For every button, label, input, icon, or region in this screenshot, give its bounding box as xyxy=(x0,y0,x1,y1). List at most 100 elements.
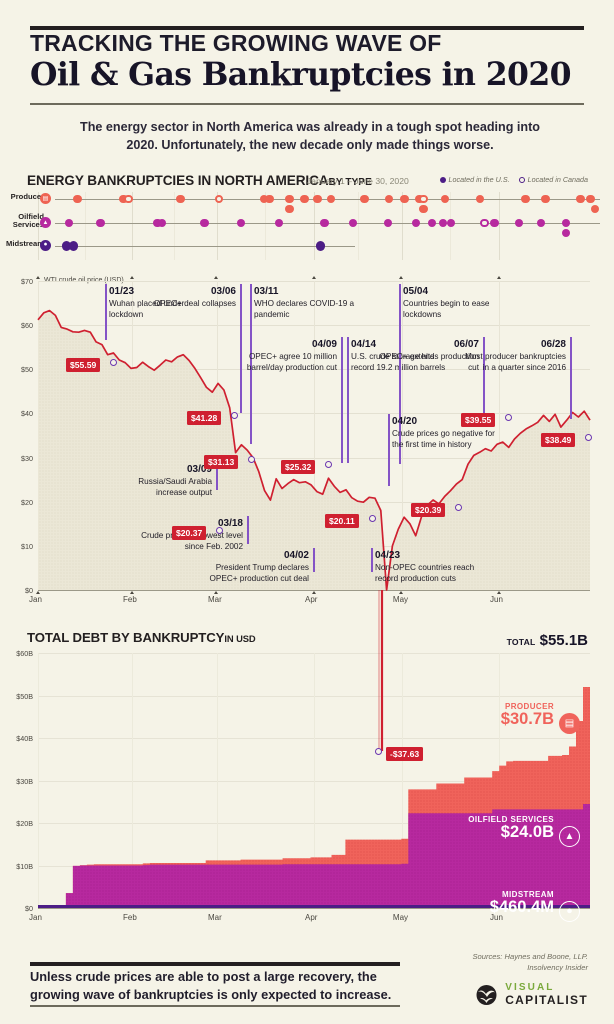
price-month-gridline xyxy=(314,281,315,590)
timeline-half-gridline xyxy=(174,192,176,260)
timeline-bankruptcy-dot[interactable] xyxy=(236,218,246,228)
price-axis-tick xyxy=(496,276,501,279)
timeline-bankruptcy-dot[interactable] xyxy=(419,194,428,204)
annotation-vertical-line xyxy=(483,337,485,419)
visual-capitalist-logo[interactable]: VISUAL CAPITALIST xyxy=(473,983,588,1006)
timeline-bankruptcy-dot[interactable] xyxy=(214,194,224,204)
oil-rig-icon: ▲ xyxy=(559,826,580,847)
timeline-bankruptcy-dot[interactable] xyxy=(475,194,485,204)
timeline-bankruptcy-dot[interactable] xyxy=(440,194,450,204)
price-x-axis-label: Mar xyxy=(207,595,222,604)
annotation-body: 04/20 Crude prices go negative for the fi… xyxy=(392,415,496,451)
debt-month-gridline xyxy=(314,653,315,908)
debt-x-axis-label: Jan xyxy=(29,913,42,922)
timeline-bankruptcy-dot[interactable] xyxy=(274,218,284,228)
price-tag[interactable]: $20.11 xyxy=(325,514,359,529)
timeline-bankruptcy-dot[interactable] xyxy=(300,194,309,204)
timeline-bankruptcy-dot[interactable] xyxy=(360,194,369,204)
timeline-bankruptcy-dot[interactable] xyxy=(576,194,585,204)
annotation-body: 03/11 WHO declares COVID-19 a pandemic xyxy=(254,285,358,321)
price-tag[interactable]: $41.28 xyxy=(187,411,222,426)
price-tag[interactable]: $55.59 xyxy=(66,358,101,373)
price-axis-tick-bottom xyxy=(129,591,134,594)
annotation-date: 05/04 xyxy=(403,286,429,297)
timeline-bankruptcy-dot[interactable] xyxy=(315,241,326,251)
timeline-bankruptcy-dot[interactable] xyxy=(348,218,358,228)
timeline-bankruptcy-dot[interactable] xyxy=(384,194,394,204)
footer-bottom-rule xyxy=(30,1005,400,1007)
price-axis-tick-bottom xyxy=(311,591,316,594)
timeline-bankruptcy-dot[interactable] xyxy=(438,218,448,228)
timeline-bankruptcy-dot[interactable] xyxy=(561,228,571,238)
timeline-bankruptcy-dot[interactable] xyxy=(176,194,185,204)
timeline-bankruptcy-dot[interactable] xyxy=(521,194,530,204)
timeline-bankruptcy-dot[interactable] xyxy=(541,194,550,204)
debt-month-gridline xyxy=(216,653,218,908)
timeline-bankruptcy-dot[interactable] xyxy=(124,194,133,204)
annotation-vertical-line xyxy=(240,284,242,413)
timeline-bankruptcy-dot[interactable] xyxy=(61,241,72,251)
timeline-bankruptcy-dot[interactable] xyxy=(400,194,409,204)
timeline-bankruptcy-dot[interactable] xyxy=(119,194,128,204)
price-tag[interactable]: $20.37 xyxy=(172,526,207,541)
price-tag[interactable]: $20.39 xyxy=(411,503,446,518)
price-axis-tick-bottom xyxy=(35,591,40,594)
annotation-body: 04/14 U.S. crude storage hits record 19.2… xyxy=(351,338,455,374)
timeline-bankruptcy-dot[interactable] xyxy=(586,194,595,204)
timeline-bankruptcy-dot[interactable] xyxy=(259,194,269,204)
price-tag[interactable]: $31.13 xyxy=(204,455,239,470)
price-tag[interactable]: $39.55 xyxy=(461,413,496,428)
timeline-bankruptcy-dot[interactable] xyxy=(68,241,79,251)
timeline-bankruptcy-dot[interactable] xyxy=(64,218,74,228)
timeline-bankruptcy-dot[interactable] xyxy=(73,194,82,204)
price-tag[interactable]: $38.49 xyxy=(541,433,576,448)
price-point-marker xyxy=(216,527,223,534)
timeline-bankruptcy-dot[interactable] xyxy=(285,194,294,204)
timeline-bankruptcy-dot[interactable] xyxy=(427,218,437,228)
price-point-marker xyxy=(369,515,376,522)
debt-y-axis-label: $40B xyxy=(16,734,33,743)
timeline-bankruptcy-dot[interactable] xyxy=(480,218,489,228)
timeline-bankruptcy-dot[interactable] xyxy=(446,218,456,228)
annotation-vertical-line xyxy=(570,337,572,419)
timeline-bankruptcy-dot[interactable] xyxy=(514,218,524,228)
timeline-month-gridline xyxy=(38,192,39,260)
price-point-marker xyxy=(231,412,238,419)
timeline-bankruptcy-dot[interactable] xyxy=(490,218,499,228)
price-tag[interactable]: $25.32 xyxy=(281,460,316,475)
brand-text: VISUAL CAPITALIST xyxy=(505,983,588,1007)
timeline-bankruptcy-dot[interactable] xyxy=(265,194,274,204)
debt-x-axis-label: Feb xyxy=(123,913,137,922)
annotation-date: 06/28 xyxy=(540,339,566,350)
timeline-bankruptcy-dot[interactable] xyxy=(590,204,600,214)
timeline-bankruptcy-dot[interactable] xyxy=(285,204,294,214)
debt-x-axis-label: Apr xyxy=(305,913,318,922)
negative-price-marker xyxy=(375,748,382,755)
header-kicker: TRACKING THE GROWING WAVE OF xyxy=(30,30,442,56)
timeline-bankruptcy-dot[interactable] xyxy=(383,218,393,228)
timeline-bankruptcy-dot[interactable] xyxy=(320,218,329,228)
debt-category-value: $460.4M xyxy=(489,898,554,917)
timeline-bankruptcy-dot[interactable] xyxy=(419,204,428,214)
timeline-bankruptcy-dot[interactable] xyxy=(153,218,162,228)
timeline-bankruptcy-dot[interactable] xyxy=(200,218,209,228)
timeline-bankruptcy-dot[interactable] xyxy=(536,218,546,228)
debt-title-main: TOTAL DEBT BY BANKRUPTCY xyxy=(27,630,225,645)
price-x-axis xyxy=(38,590,590,591)
debt-category-name: MIDSTREAM xyxy=(501,890,554,899)
timeline-bankruptcy-dot[interactable] xyxy=(561,218,571,228)
timeline-bankruptcy-dot[interactable] xyxy=(313,194,322,204)
price-point-marker xyxy=(505,414,512,421)
price-axis-tick-bottom xyxy=(399,591,404,594)
annotation-text: Crude prices go negative for the first t… xyxy=(392,429,495,450)
price-point-marker xyxy=(110,359,117,366)
timeline-bankruptcy-dot[interactable] xyxy=(157,218,167,228)
debt-month-gridline xyxy=(499,653,501,908)
price-tag-negative: -$37.63 xyxy=(386,747,424,762)
timeline-title-main: ENERGY BANKRUPTCIES IN NORTH AMERICA xyxy=(27,173,329,188)
timeline-legend: Located in the U.S. Located in Canada xyxy=(439,175,588,184)
annotation-body: 03/09 Russia/Saudi Arabia increase output xyxy=(108,463,212,499)
timeline-bankruptcy-dot[interactable] xyxy=(326,194,336,204)
timeline-bankruptcy-dot[interactable] xyxy=(411,218,421,228)
timeline-bankruptcy-dot[interactable] xyxy=(96,218,105,228)
